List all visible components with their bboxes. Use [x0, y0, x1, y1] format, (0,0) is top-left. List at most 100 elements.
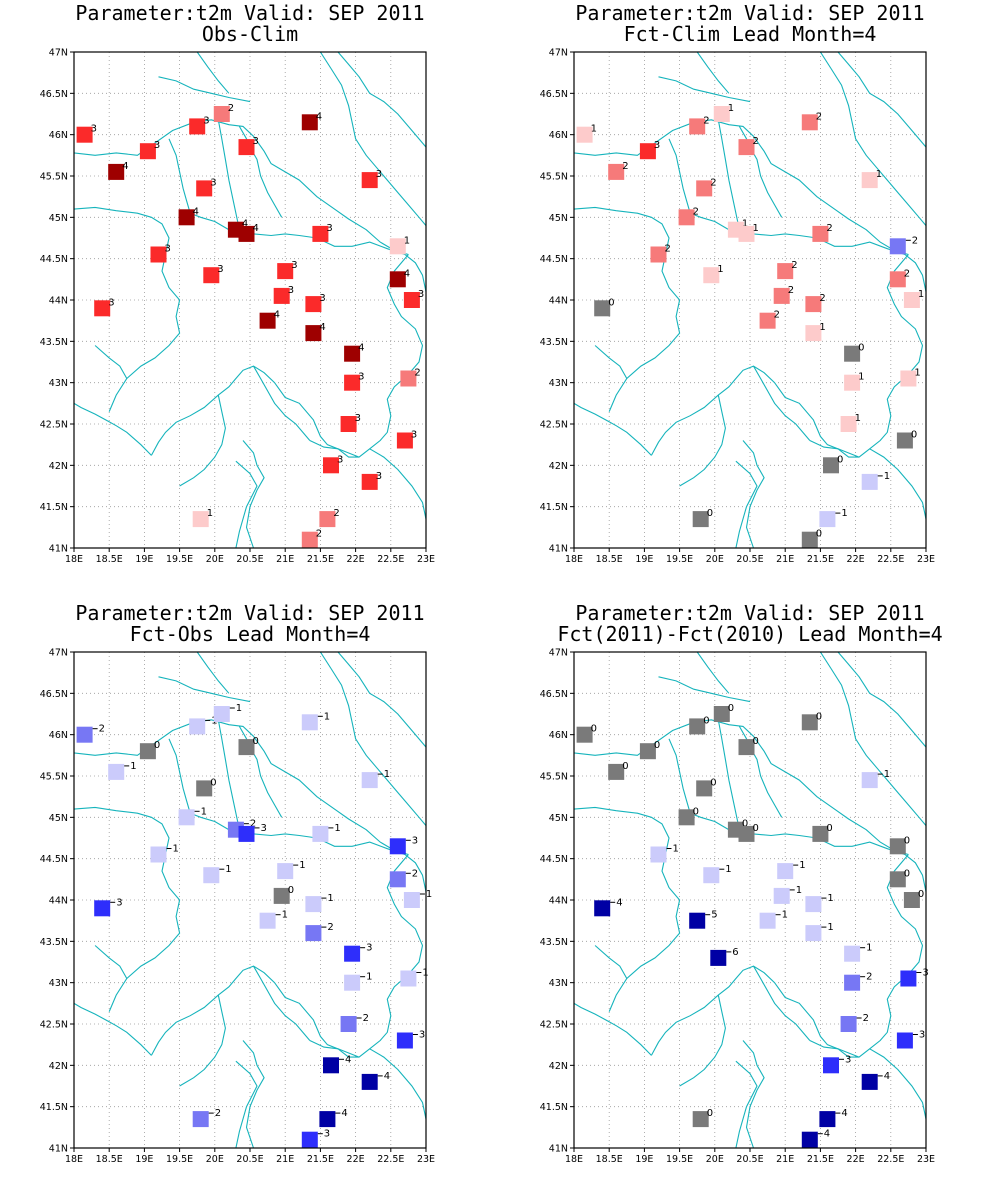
lon-tick-label: 18.5E: [596, 1154, 623, 1165]
border-line: [742, 440, 765, 548]
border-line: [594, 945, 628, 979]
map-panel-obs-clim: 3 4 3 3 2 3 4 3 3 4 4 4 3 1 3 3 3 4 3 3 3 3 4 4 4 3 2 3 3 3 3 1 2 2 41N 41.…: [0, 0, 500, 600]
border-line: [309, 440, 360, 458]
border-line: [717, 119, 740, 230]
station-marker: [192, 1111, 209, 1128]
station-value-label: 0: [154, 740, 160, 751]
station-marker: [650, 246, 667, 263]
station-marker: [178, 809, 195, 826]
lat-tick-label: 43.5N: [540, 937, 568, 948]
station-value-label: 0: [253, 736, 259, 747]
station-marker: [301, 531, 318, 548]
station-value-label: 1: [725, 864, 731, 875]
station-value-label: 2: [863, 1013, 869, 1024]
lat-tick-label: 47N: [549, 48, 568, 59]
lat-tick-label: 43.5N: [40, 337, 68, 348]
station-value-label: 3: [154, 140, 160, 151]
station-marker: [639, 743, 656, 760]
lat-tick-label: 46N: [49, 130, 68, 141]
station-marker: [576, 726, 593, 743]
axis-labels: 41N 41.5N 42N 42.5N 43N 43.5N 44N 44.5N 45N 45.5N…: [40, 648, 435, 1166]
station-marker: [608, 163, 625, 180]
station-marker: [277, 863, 294, 880]
border-line: [574, 1002, 652, 1056]
station-value-label: 4: [404, 268, 410, 279]
station-marker: [344, 974, 361, 991]
station-marker: [189, 718, 206, 735]
station-marker: [773, 887, 790, 904]
lon-tick-label: 20E: [706, 1154, 724, 1165]
lon-tick-label: 19E: [135, 1154, 153, 1165]
station-value-label: 2: [703, 115, 709, 126]
lat-tick-label: 45.5N: [40, 172, 68, 183]
station-marker: [340, 1016, 357, 1032]
station-marker: [861, 1073, 878, 1090]
station-marker: [650, 846, 667, 863]
lat-tick-label: 41.5N: [40, 1102, 68, 1113]
station-marker: [710, 949, 727, 966]
station-value-label: 0: [816, 529, 822, 540]
station-value-label: 4: [616, 897, 622, 908]
station-value-label: 3: [418, 289, 424, 300]
station-value-label: 4: [253, 223, 259, 234]
lat-tick-label: 44N: [49, 896, 68, 907]
station-marker: [896, 432, 913, 449]
station-marker: [301, 114, 318, 131]
station-marker: [273, 287, 290, 304]
lat-tick-label: 45N: [49, 213, 68, 224]
station-value-label: 4: [316, 111, 322, 122]
panel-subtitle: Obs-Clim: [201, 22, 299, 46]
station-value-label: 1: [876, 169, 882, 180]
lat-tick-label: 46N: [549, 130, 568, 141]
border-line: [735, 1060, 758, 1148]
lon-tick-label: 23E: [917, 554, 935, 565]
lon-tick-label: 23E: [417, 1154, 435, 1165]
station-marker: [150, 846, 167, 863]
border-line: [337, 52, 426, 148]
station-value-label: 3: [845, 1054, 851, 1065]
lat-tick-label: 43N: [549, 978, 568, 989]
station-marker: [692, 511, 709, 528]
station-value-label: 0: [707, 508, 713, 519]
station-value-label: 0: [837, 454, 843, 465]
station-value-label: 1: [841, 508, 847, 519]
station-marker: [696, 180, 713, 197]
lon-tick-label: 20.5E: [736, 1154, 763, 1165]
station-marker: [889, 871, 906, 888]
station-value-label: 1: [673, 844, 679, 855]
station-marker: [889, 238, 906, 255]
station-value-label: 0: [728, 703, 734, 714]
border-line: [809, 1040, 860, 1058]
station-value-label: 0: [816, 711, 822, 722]
station-marker: [801, 714, 818, 731]
station-value-label: 2: [819, 293, 825, 304]
border-line: [319, 652, 426, 826]
border-line: [369, 1048, 426, 1120]
station-marker: [196, 180, 213, 197]
station-value-label: 0: [703, 715, 709, 726]
border-line: [74, 206, 181, 412]
station-value-label: 0: [654, 740, 660, 751]
map-canvas: 210110110123131112130112311234424341N41.…: [40, 648, 435, 1166]
station-value-label: 0: [826, 823, 832, 834]
station-value-label: 1: [819, 322, 825, 333]
station-marker: [389, 871, 406, 888]
station-marker: [759, 312, 776, 329]
station-marker: [812, 225, 829, 242]
border-line: [74, 806, 181, 1012]
station-value-label: 4: [341, 1108, 347, 1119]
station-marker: [738, 139, 755, 156]
border-line: [819, 52, 926, 226]
lat-tick-label: 46.5N: [540, 689, 568, 700]
lat-tick-label: 47N: [49, 648, 68, 659]
station-value-label: 1: [324, 711, 330, 722]
station-value-label: 3: [355, 413, 361, 424]
station-marker: [696, 780, 713, 797]
station-marker: [801, 114, 818, 131]
station-marker: [319, 511, 336, 528]
station-value-label: 1: [384, 769, 390, 780]
lat-tick-label: 41N: [49, 544, 68, 555]
station-value-label: 2: [316, 529, 322, 540]
lat-tick-label: 41N: [49, 1144, 68, 1155]
lon-tick-label: 20.5E: [236, 1154, 263, 1165]
